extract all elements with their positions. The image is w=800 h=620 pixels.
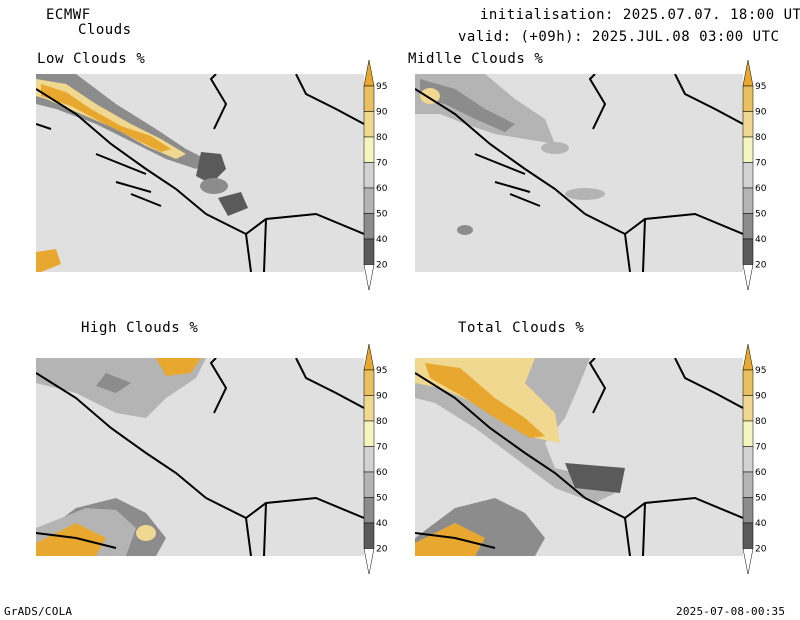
colorbar-tick-label: 70 — [755, 443, 767, 453]
footer-credit: GrADS/COLA — [4, 605, 73, 618]
colorbar-tick-label: 80 — [755, 417, 767, 427]
colorbar-arrow-bottom — [742, 264, 754, 290]
borders — [36, 74, 364, 272]
panel-title-high: High Clouds % — [81, 320, 199, 336]
map-low-clouds — [36, 74, 364, 272]
colorbar-tick-label: 60 — [755, 468, 767, 478]
colorbar-arrow-top — [742, 59, 754, 87]
model-name: ECMWF — [46, 7, 91, 23]
colorbar-segment — [363, 162, 375, 189]
colorbar-tick-label: 20 — [376, 261, 388, 271]
colorbar-arrow-top — [742, 343, 754, 371]
colorbar-segment — [742, 369, 754, 396]
colorbar-tick-label: 20 — [755, 545, 767, 555]
colorbar-segment — [742, 471, 754, 498]
colorbar-segment — [742, 187, 754, 214]
map-high-clouds — [36, 358, 364, 556]
colorbar-segment — [363, 522, 375, 549]
colorbar-tick-label: 70 — [755, 159, 767, 169]
colorbar-tick-label: 40 — [376, 235, 388, 245]
colorbar-segment — [363, 85, 375, 112]
footer-timestamp: 2025-07-08-00:35 — [676, 605, 786, 618]
colorbar-segment — [363, 187, 375, 214]
colorbar-segment — [742, 162, 754, 189]
colorbar-tick-label: 95 — [376, 82, 387, 92]
colorbar-segment — [742, 213, 754, 240]
colorbar-segment — [363, 238, 375, 265]
colorbar-tick-label: 40 — [755, 519, 767, 529]
cloud-fields — [415, 74, 605, 235]
colorbar-low: 95 90 80 70 60 50 40 20 — [363, 59, 388, 290]
colorbar-tick-label: 60 — [376, 468, 388, 478]
colorbar-middle: 95 90 80 70 60 50 40 20 — [742, 59, 767, 290]
cloud-fields — [36, 358, 206, 556]
borders — [36, 358, 364, 556]
colorbar-segment — [742, 522, 754, 549]
colorbar-arrow-bottom — [742, 548, 754, 574]
colorbar-tick-label: 60 — [376, 184, 388, 194]
colorbar-tick-label: 50 — [376, 210, 388, 220]
cloud-fields — [415, 358, 625, 556]
colorbar-segment — [363, 213, 375, 240]
colorbar-segment — [742, 497, 754, 524]
colorbar-segment — [742, 111, 754, 138]
colorbar-arrow-top — [363, 343, 375, 371]
colorbar-tick-label: 90 — [755, 392, 767, 402]
colorbar-arrow-bottom — [363, 548, 375, 574]
colorbar-tick-label: 90 — [376, 108, 388, 118]
colorbar-tick-label: 40 — [755, 235, 767, 245]
colorbar-tick-label: 50 — [755, 210, 767, 220]
colorbar-segment — [742, 136, 754, 163]
colorbar-segment — [363, 395, 375, 422]
colorbar-tick-label: 40 — [376, 519, 388, 529]
borders — [415, 358, 743, 556]
init-time: initialisation: 2025.07.07. 18:00 UTC — [480, 7, 800, 23]
valid-time: valid: (+09h): 2025.JUL.08 03:00 UTC — [458, 29, 780, 45]
colorbar-high: 95 90 80 70 60 50 40 20 — [363, 343, 388, 574]
colorbar-segment — [363, 111, 375, 138]
map-middle-clouds — [415, 74, 743, 272]
borders — [415, 74, 743, 272]
cloud-fields — [36, 74, 248, 272]
colorbar-segment — [363, 446, 375, 473]
colorbar-segment — [742, 420, 754, 447]
colorbar-segment — [363, 420, 375, 447]
colorbar-tick-label: 70 — [376, 159, 388, 169]
map-total-clouds — [415, 358, 743, 556]
colorbar-total: 95 90 80 70 60 50 40 20 — [742, 343, 767, 574]
colorbar-tick-label: 50 — [376, 494, 388, 504]
colorbar-segment — [363, 369, 375, 396]
colorbar-tick-label: 80 — [755, 133, 767, 143]
colorbar-tick-label: 95 — [755, 82, 766, 92]
colorbar-tick-label: 50 — [755, 494, 767, 504]
colorbar-segment — [363, 136, 375, 163]
colorbar-segment — [742, 395, 754, 422]
colorbar-tick-label: 90 — [376, 392, 388, 402]
colorbar-arrow-bottom — [363, 264, 375, 290]
colorbar-tick-label: 70 — [376, 443, 388, 453]
colorbar-segment — [742, 85, 754, 112]
colorbar-arrow-top — [363, 59, 375, 87]
colorbar-segment — [742, 238, 754, 265]
colorbar-tick-label: 95 — [755, 366, 766, 376]
colorbar-tick-label: 95 — [376, 366, 387, 376]
colorbar-tick-label: 80 — [376, 417, 388, 427]
panel-title-middle: Midlle Clouds % — [408, 51, 544, 67]
colorbar-segment — [363, 497, 375, 524]
colorbar-tick-label: 80 — [376, 133, 388, 143]
colorbar-segment — [742, 446, 754, 473]
panel-title-total: Total Clouds % — [458, 320, 585, 336]
colorbar-segment — [363, 471, 375, 498]
colorbar-tick-label: 90 — [755, 108, 767, 118]
field-name: Clouds — [78, 22, 132, 38]
colorbar-tick-label: 60 — [755, 184, 767, 194]
colorbar-tick-label: 20 — [755, 261, 767, 271]
panel-title-low: Low Clouds % — [37, 51, 146, 67]
colorbar-tick-label: 20 — [376, 545, 388, 555]
